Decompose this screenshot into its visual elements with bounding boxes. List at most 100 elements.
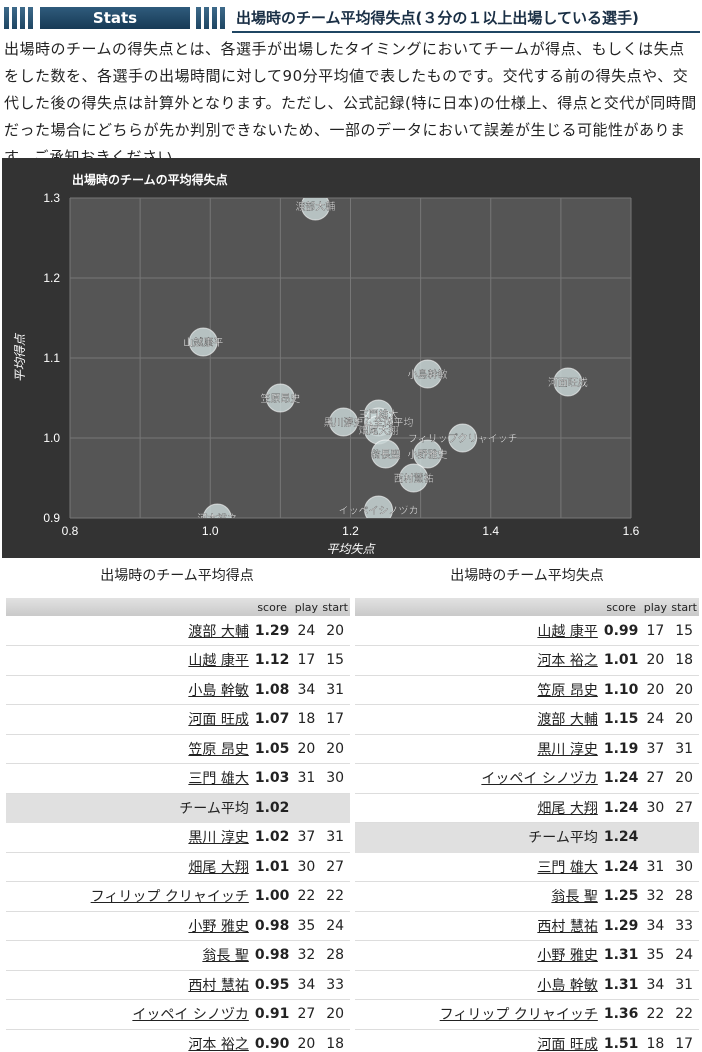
player-link[interactable]: 山越 康平 xyxy=(188,653,249,670)
play-cell: 30 xyxy=(292,852,321,882)
point-label: 笠原昂史 xyxy=(260,392,300,405)
player-name-cell: 渡部 大輔 xyxy=(355,704,601,735)
scatter-point[interactable] xyxy=(448,423,478,453)
player-link[interactable]: 小島 幹敏 xyxy=(188,682,249,699)
scatter-point[interactable] xyxy=(553,367,583,397)
scatter-point[interactable] xyxy=(202,503,232,532)
scatter-chart: 0.8 1.0 1.2 1.4 1.6 0.9 1.0 1.1 1.2 1.3 渡部大輔 山越康平 小島… xyxy=(2,158,700,558)
score-table-title: 出場時のチーム平均得点 xyxy=(100,568,254,584)
start-cell: 15 xyxy=(669,616,699,646)
score-cell: 1.31 xyxy=(600,940,642,971)
player-link[interactable]: 河本 裕之 xyxy=(537,653,598,670)
player-link[interactable]: 畑尾 大翔 xyxy=(537,800,598,817)
player-name-cell: 渡部 大輔 xyxy=(6,616,252,646)
player-link[interactable]: 黒川 淳史 xyxy=(537,741,598,758)
play-cell: 31 xyxy=(292,763,321,794)
scatter-point[interactable] xyxy=(265,383,295,413)
table-row: 翁長 聖 0.98 32 28 xyxy=(6,940,350,971)
player-link[interactable]: 河本 裕之 xyxy=(188,1036,249,1052)
scatter-point[interactable] xyxy=(364,495,394,524)
play-cell xyxy=(641,822,670,853)
player-link[interactable]: 河面 旺成 xyxy=(537,1036,598,1052)
start-cell: 22 xyxy=(669,999,699,1030)
y-tick-label: 1.0 xyxy=(43,431,60,445)
scatter-point[interactable] xyxy=(399,463,429,493)
concede-table-title: 出場時のチーム平均失点 xyxy=(450,568,604,584)
player-name-cell: 笠原 昂史 xyxy=(355,675,601,705)
table-row: 三門 雄大 1.03 31 30 xyxy=(6,763,350,794)
scatter-point[interactable] xyxy=(413,439,443,469)
player-link[interactable]: 笠原 昂史 xyxy=(188,741,249,758)
point-label: イッペイシノヅカ xyxy=(339,505,419,517)
table-row: 小野 雅史 1.31 35 24 xyxy=(355,940,699,971)
column-header-play[interactable]: play xyxy=(641,598,670,616)
player-name-cell: 三門 雄大 xyxy=(6,763,252,794)
play-cell: 22 xyxy=(641,999,670,1030)
point-label: 黒川淳史 xyxy=(323,416,363,429)
player-link[interactable]: 河面 旺成 xyxy=(188,712,249,729)
player-link[interactable]: 渡部 大輔 xyxy=(188,623,249,640)
player-link[interactable]: 山越 康平 xyxy=(537,623,598,640)
column-header-play[interactable]: play xyxy=(292,598,321,616)
start-cell: 27 xyxy=(320,852,350,882)
score-cell: 0.91 xyxy=(251,999,293,1030)
start-cell: 31 xyxy=(320,675,350,705)
player-link[interactable]: 三門 雄大 xyxy=(537,859,598,876)
player-link[interactable]: 翁長 聖 xyxy=(202,948,249,965)
table-row: 黒川 淳史 1.02 37 31 xyxy=(6,822,350,853)
scatter-point[interactable] xyxy=(300,192,330,221)
x-tick-label: 0.8 xyxy=(62,524,79,538)
scatter-point[interactable] xyxy=(413,359,443,389)
scatter-point[interactable] xyxy=(188,327,218,357)
column-header-score[interactable]: score xyxy=(251,598,293,616)
player-link[interactable]: 黒川 淳史 xyxy=(188,830,249,847)
header-name xyxy=(6,598,252,616)
x-tick-label: 1.0 xyxy=(202,524,219,538)
table-row: 笠原 昂史 1.05 20 20 xyxy=(6,734,350,764)
player-link[interactable]: 笠原 昂史 xyxy=(537,682,598,699)
player-name-cell: 西村 慧祐 xyxy=(6,970,252,1000)
point-label: チーム全体平均 xyxy=(344,416,414,429)
play-cell: 35 xyxy=(641,940,670,971)
scatter-point[interactable] xyxy=(328,407,358,437)
scatter-point[interactable] xyxy=(371,439,401,469)
player-link[interactable]: 西村 慧祐 xyxy=(537,918,598,935)
point-label: 畑尾大翔 xyxy=(359,424,399,437)
start-cell: 18 xyxy=(669,645,699,676)
column-header-score[interactable]: score xyxy=(600,598,642,616)
table-row: 畑尾 大翔 1.01 30 27 xyxy=(6,852,350,882)
team-average-row: チーム平均 1.02 xyxy=(6,793,350,823)
point-label: 小野雅史 xyxy=(408,448,448,461)
y-tick-label: 0.9 xyxy=(43,511,60,525)
point-label: 河面旺成 xyxy=(548,377,588,389)
player-link[interactable]: 三門 雄大 xyxy=(188,771,249,788)
column-header-start[interactable]: start xyxy=(320,598,350,616)
header-decoration-left xyxy=(4,7,33,29)
column-header-start[interactable]: start xyxy=(669,598,699,616)
player-link[interactable]: イッペイ シノヅカ xyxy=(481,771,598,788)
stats-tab[interactable]: Stats xyxy=(40,7,190,29)
start-cell: 33 xyxy=(320,970,350,1000)
score-cell: 1.51 xyxy=(600,1029,642,1052)
player-link[interactable]: 渡部 大輔 xyxy=(537,712,598,729)
player-link[interactable]: 小野 雅史 xyxy=(537,948,598,965)
player-name-cell: 黒川 淳史 xyxy=(355,734,601,764)
play-cell: 31 xyxy=(641,852,670,882)
score-cell: 1.31 xyxy=(600,970,642,1000)
play-cell: 27 xyxy=(292,999,321,1030)
y-tick-label: 1.1 xyxy=(43,351,60,365)
player-link[interactable]: 畑尾 大翔 xyxy=(188,859,249,876)
player-link[interactable]: 小島 幹敏 xyxy=(537,977,598,994)
score-cell: 0.99 xyxy=(600,616,642,646)
player-link[interactable]: 翁長 聖 xyxy=(551,889,598,906)
player-link[interactable]: 小野 雅史 xyxy=(188,918,249,935)
team-average-label: チーム平均 xyxy=(528,830,598,847)
score-cell: 1.36 xyxy=(600,999,642,1030)
start-cell: 20 xyxy=(669,675,699,705)
play-cell xyxy=(292,793,321,823)
table-row: イッペイ シノヅカ 1.24 27 20 xyxy=(355,763,699,794)
player-link[interactable]: 西村 慧祐 xyxy=(188,977,249,994)
player-link[interactable]: フィリップ クリャイッチ xyxy=(90,889,249,906)
player-link[interactable]: イッペイ シノヅカ xyxy=(132,1007,249,1024)
player-link[interactable]: フィリップ クリャイッチ xyxy=(439,1007,598,1024)
